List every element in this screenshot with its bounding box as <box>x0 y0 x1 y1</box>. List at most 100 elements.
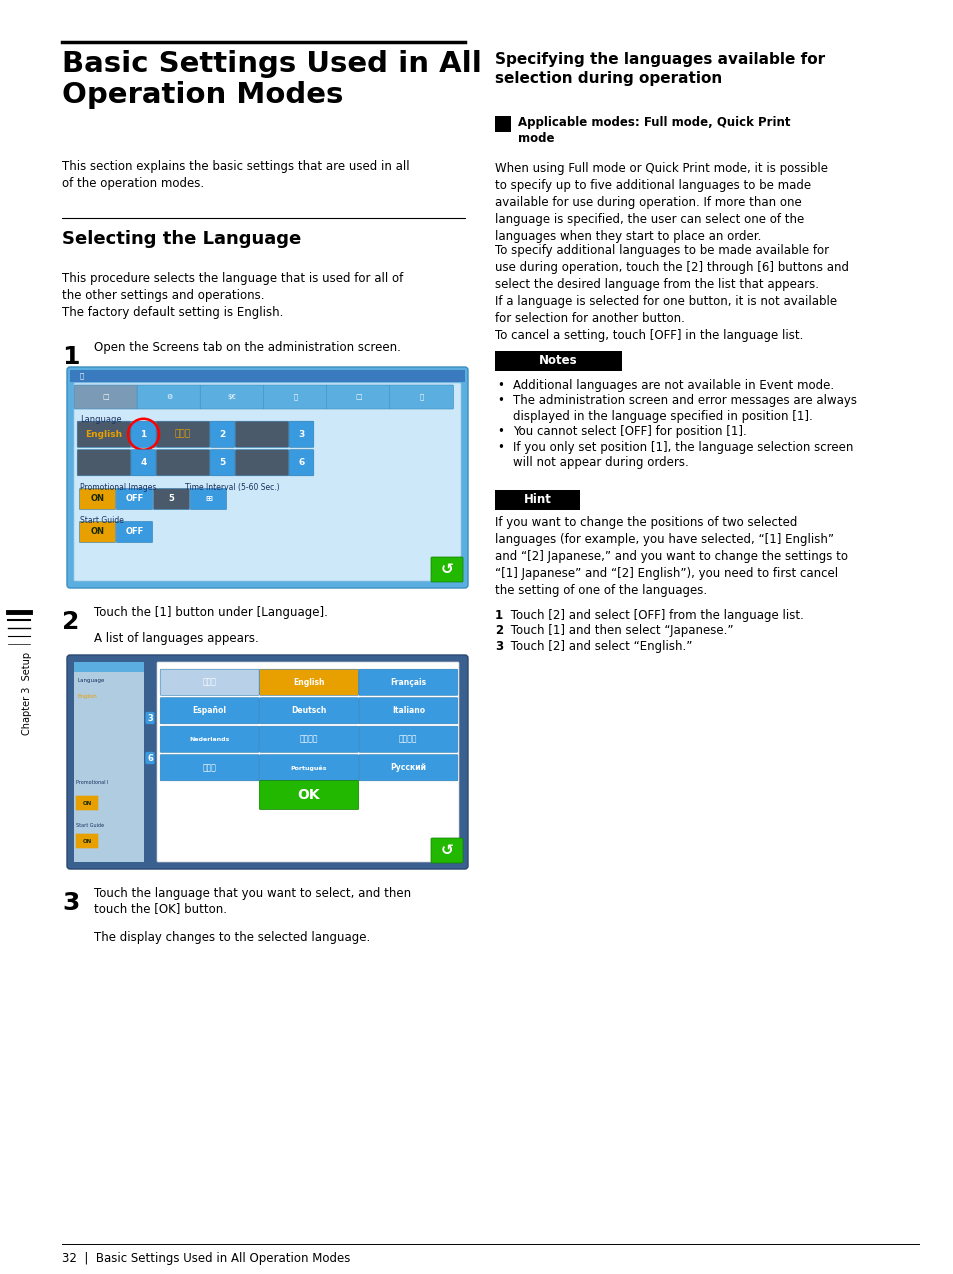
Text: Touch [2] and select “English.”: Touch [2] and select “English.” <box>506 640 692 654</box>
FancyBboxPatch shape <box>116 488 152 510</box>
Text: OFF: OFF <box>125 527 144 536</box>
Text: 1: 1 <box>62 345 79 369</box>
Text: The administration screen and error messages are always: The administration screen and error mess… <box>513 395 856 408</box>
Text: OK: OK <box>297 789 320 803</box>
FancyBboxPatch shape <box>358 669 457 696</box>
Text: □: □ <box>103 394 110 400</box>
FancyBboxPatch shape <box>132 450 155 475</box>
Text: 👤: 👤 <box>293 394 297 400</box>
Text: When using Full mode or Quick Print mode, it is possible
to specify up to five a: When using Full mode or Quick Print mode… <box>495 162 827 243</box>
Text: Touch the [1] button under [Language].: Touch the [1] button under [Language]. <box>94 606 328 619</box>
FancyBboxPatch shape <box>137 385 201 409</box>
FancyBboxPatch shape <box>289 450 314 475</box>
FancyBboxPatch shape <box>191 488 226 510</box>
Text: Language: Language <box>78 678 105 683</box>
FancyBboxPatch shape <box>259 754 358 781</box>
FancyBboxPatch shape <box>160 669 259 696</box>
Text: If you only set position [1], the language selection screen: If you only set position [1], the langua… <box>513 441 853 454</box>
Text: Open the Screens tab on the administration screen.: Open the Screens tab on the administrati… <box>94 341 400 354</box>
Text: This section explains the basic settings that are used in all
of the operation m: This section explains the basic settings… <box>62 161 409 190</box>
Text: Specifying the languages available for
selection during operation: Specifying the languages available for s… <box>495 52 824 85</box>
Text: English: English <box>86 429 122 438</box>
Text: 日本語: 日本語 <box>203 678 216 687</box>
Bar <box>70 369 464 382</box>
Text: 2: 2 <box>62 610 79 634</box>
Text: This procedure selects the language that is used for all of
the other settings a: This procedure selects the language that… <box>62 273 403 318</box>
Text: Selecting the Language: Selecting the Language <box>62 231 301 248</box>
FancyBboxPatch shape <box>77 450 131 475</box>
Text: ON: ON <box>91 494 105 503</box>
FancyBboxPatch shape <box>259 726 358 753</box>
Text: Touch [1] and then select “Japanese.”: Touch [1] and then select “Japanese.” <box>506 624 733 637</box>
FancyBboxPatch shape <box>210 422 234 447</box>
Text: 5: 5 <box>169 494 174 503</box>
FancyBboxPatch shape <box>75 796 98 810</box>
Text: Time Interval (5-60 Sec.): Time Interval (5-60 Sec.) <box>185 483 279 492</box>
Bar <box>495 490 579 510</box>
Text: ↺: ↺ <box>440 562 453 577</box>
FancyBboxPatch shape <box>160 698 259 724</box>
FancyBboxPatch shape <box>156 450 210 475</box>
Text: •: • <box>497 395 503 408</box>
Text: 2: 2 <box>219 429 226 438</box>
Text: 简体中文: 简体中文 <box>299 735 318 744</box>
Text: The display changes to the selected language.: The display changes to the selected lang… <box>94 931 370 944</box>
Text: •: • <box>497 426 503 438</box>
FancyBboxPatch shape <box>74 383 460 581</box>
Text: ON: ON <box>82 800 91 805</box>
Text: 6: 6 <box>298 459 304 468</box>
Text: 6: 6 <box>147 753 152 763</box>
Bar <box>74 662 144 862</box>
FancyBboxPatch shape <box>157 662 458 862</box>
Text: Notes: Notes <box>538 354 578 367</box>
FancyBboxPatch shape <box>358 754 457 781</box>
Text: Applicable modes: Full mode, Quick Print
mode: Applicable modes: Full mode, Quick Print… <box>517 116 790 145</box>
Text: Português: Português <box>291 764 327 771</box>
Text: 3: 3 <box>147 713 152 722</box>
FancyBboxPatch shape <box>326 385 390 409</box>
Text: 1: 1 <box>140 429 147 438</box>
FancyBboxPatch shape <box>67 367 468 589</box>
FancyBboxPatch shape <box>153 488 190 510</box>
FancyBboxPatch shape <box>259 669 358 696</box>
Text: displayed in the language specified in position [1].: displayed in the language specified in p… <box>513 410 812 423</box>
Text: Additional languages are not available in Event mode.: Additional languages are not available i… <box>513 378 833 392</box>
Text: ON: ON <box>82 838 91 843</box>
FancyBboxPatch shape <box>358 698 457 724</box>
Text: To specify additional languages to be made available for
use during operation, t: To specify additional languages to be ma… <box>495 245 848 325</box>
Text: 日本語: 日本語 <box>174 429 191 438</box>
FancyBboxPatch shape <box>235 422 289 447</box>
Text: ⊞: ⊞ <box>205 494 212 503</box>
FancyBboxPatch shape <box>210 450 234 475</box>
Text: Deutsch: Deutsch <box>291 706 326 715</box>
FancyBboxPatch shape <box>431 838 462 862</box>
Text: 32  |  Basic Settings Used in All Operation Modes: 32 | Basic Settings Used in All Operatio… <box>62 1252 350 1265</box>
Bar <box>495 352 621 371</box>
Text: will not appear during orders.: will not appear during orders. <box>513 456 688 470</box>
Text: Nederlands: Nederlands <box>190 736 230 741</box>
FancyBboxPatch shape <box>77 422 131 447</box>
FancyBboxPatch shape <box>259 781 358 809</box>
Text: If you want to change the positions of two selected
languages (for example, you : If you want to change the positions of t… <box>495 516 847 598</box>
Text: 📋: 📋 <box>419 394 423 400</box>
Text: OFF: OFF <box>125 494 144 503</box>
FancyBboxPatch shape <box>160 754 259 781</box>
Text: English: English <box>78 694 97 699</box>
Text: •: • <box>497 378 503 392</box>
FancyBboxPatch shape <box>79 488 115 510</box>
Text: To cancel a setting, touch [OFF] in the language list.: To cancel a setting, touch [OFF] in the … <box>495 329 802 341</box>
Text: 5: 5 <box>219 459 226 468</box>
Text: Touch [2] and select [OFF] from the language list.: Touch [2] and select [OFF] from the lang… <box>506 609 803 622</box>
FancyBboxPatch shape <box>160 726 259 753</box>
FancyBboxPatch shape <box>156 422 210 447</box>
FancyBboxPatch shape <box>289 422 314 447</box>
Text: 繁體中文: 繁體中文 <box>398 735 417 744</box>
FancyBboxPatch shape <box>67 655 468 869</box>
FancyBboxPatch shape <box>259 698 358 724</box>
Text: Start Guide: Start Guide <box>80 516 124 525</box>
FancyBboxPatch shape <box>358 726 457 753</box>
Text: Touch the language that you want to select, and then
touch the [OK] button.: Touch the language that you want to sele… <box>94 887 411 915</box>
Text: 3: 3 <box>495 640 502 654</box>
Bar <box>495 116 511 132</box>
FancyBboxPatch shape <box>74 385 138 409</box>
